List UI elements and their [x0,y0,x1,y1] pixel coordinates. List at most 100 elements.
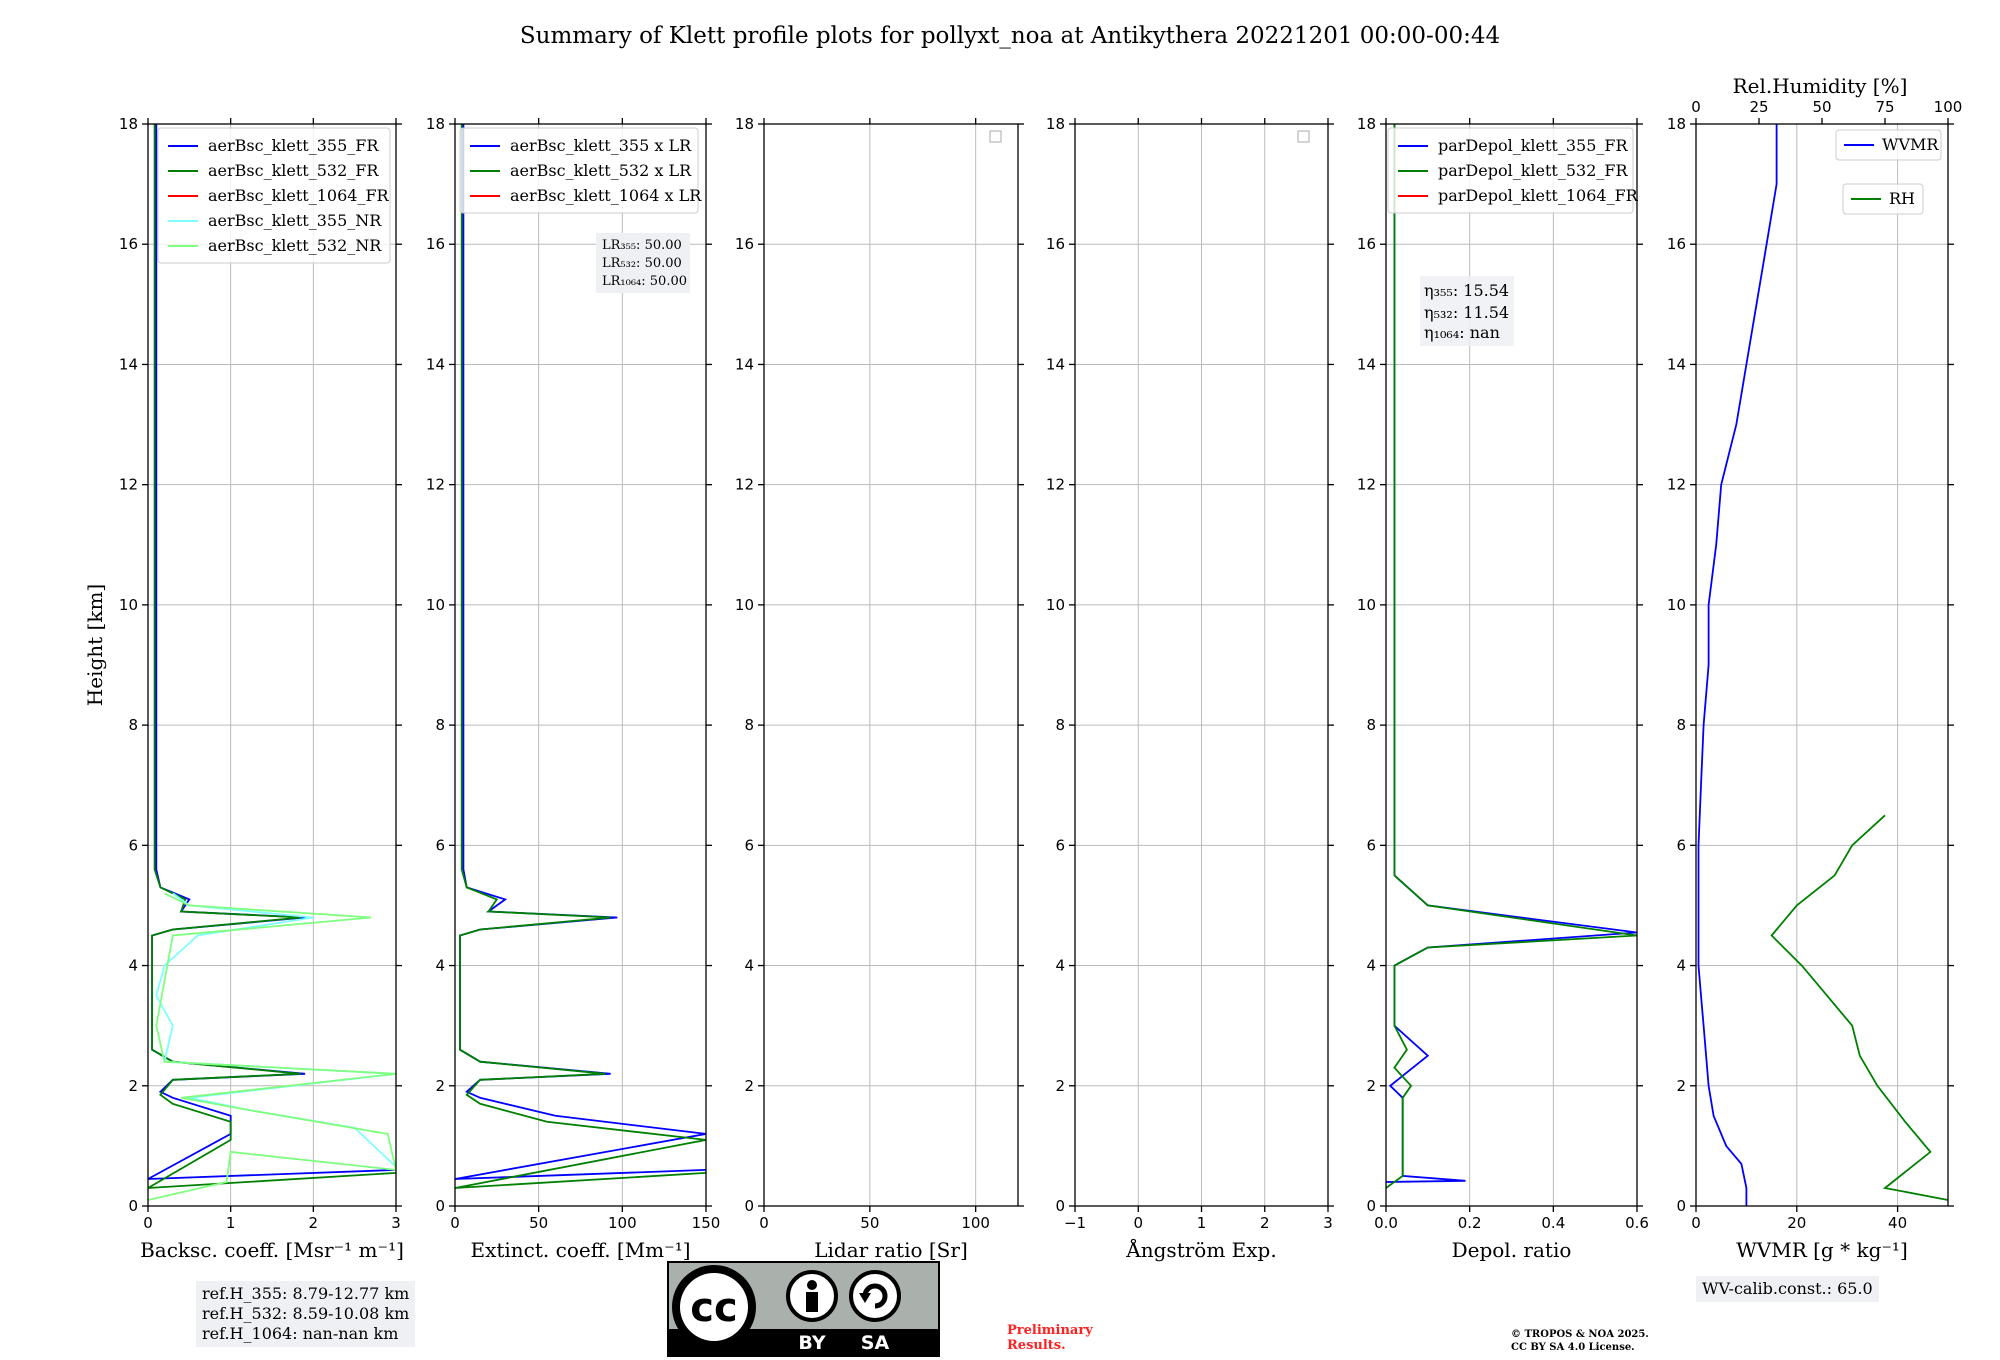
panel-5-ytick-label: 8 [1366,716,1376,734]
panel-5-ytick-label: 18 [1357,115,1376,133]
panel-5-frame [1385,123,1638,1207]
panel-1-ytick-label: 10 [119,596,138,614]
panel-4-xtick-label: 2 [1260,1214,1270,1232]
lr-1064-text: LR₁₀₆₄: 50.00 [602,274,687,289]
panel-1-ytick-label: 4 [128,957,138,975]
chart-title: Summary of Klett profile plots for polly… [520,23,1500,49]
panel-2-ytick-label: 0 [435,1197,445,1215]
panel-2-xtick-label: 0 [450,1214,460,1232]
panel-6-rh-tick-label: 50 [1812,98,1831,116]
copyright-note: © TROPOS & NOA 2025. CC BY SA 4.0 Licens… [1511,1328,1649,1354]
panel-3-xlabel: Lidar ratio [Sr] [814,1238,968,1262]
panel-3-ytick-label: 6 [744,836,754,854]
empty-legend-angstrom [1297,130,1310,143]
panel-5-ytick-label: 12 [1357,476,1376,494]
panel-4-ytick-label: 12 [1046,476,1065,494]
cc-by-sa-badge[interactable]: cc BY SA [667,1261,940,1357]
panel-3-ytick-label: 14 [735,355,754,373]
panel-2-ytick-label: 12 [426,476,445,494]
panel-6-xtick-label: 40 [1888,1214,1907,1232]
panel-2-legend-label: aerBsc_klett_1064 x LR [510,186,702,205]
lr-355-text: LR₃₅₅: 50.00 [602,238,682,253]
panel-6-ytick-label: 10 [1667,596,1686,614]
panel-2-ytick-label: 6 [435,836,445,854]
panel-4-ytick-label: 8 [1055,716,1065,734]
ref-h-532: ref.H_532: 8.59-10.08 km [202,1304,410,1323]
cc-sa-text: SA [861,1332,890,1354]
panel-6-rh-tick-label: 75 [1875,98,1894,116]
eta-box-bg [1420,276,1514,346]
panel-3-ytick-label: 12 [735,476,754,494]
panel-1-xtick-label: 2 [309,1214,319,1232]
reference-height-box: ref.H_355: 8.79-12.77 km ref.H_532: 8.59… [196,1281,416,1347]
series-aerbsc-klett-532-fr [148,124,396,1189]
panel-1-xtick-label: 0 [143,1214,153,1232]
panel-3-ytick-label: 10 [735,596,754,614]
panel-1-ytick-label: 14 [119,355,138,373]
data-lines [148,124,1948,1206]
panel-6-ytick-label: 8 [1676,716,1686,734]
panel-6-rh-tick-label: 100 [1934,98,1963,116]
panel-3-ytick-label: 8 [744,716,754,734]
panel-4-ytick-label: 0 [1055,1197,1065,1215]
panel-2-legend-box [459,127,699,214]
panel-4-ytick-label: 16 [1046,235,1065,253]
panel-5-legend-label: parDepol_klett_1064_FR [1438,186,1639,205]
panel-5-xtick-label: 0.0 [1374,1214,1398,1232]
panel-4-ytick-label: 14 [1046,355,1065,373]
panel-1-ytick-label: 8 [128,716,138,734]
series-aerbsc-klett-355-fr [148,124,396,1180]
panel-3-ytick-label: 16 [735,235,754,253]
panel-6-ytick-label: 16 [1667,235,1686,253]
panel-5-xtick-label: 0.6 [1625,1214,1649,1232]
panel-1-xtick-label: 3 [391,1214,401,1232]
panel-1-ytick-label: 0 [128,1197,138,1215]
panel-2-ytick-label: 10 [426,596,445,614]
panel-2-ytick-label: 8 [435,716,445,734]
series-pardepol-klett-532-fr [1386,124,1637,1189]
panel-2-xtick-label: 50 [529,1214,548,1232]
panel-2-legend-label: aerBsc_klett_355 x LR [510,136,692,155]
panel-1-ytick-label: 12 [119,476,138,494]
panel-4-ytick-label: 2 [1055,1077,1065,1095]
panel-1-ytick-label: 2 [128,1077,138,1095]
panel-3-xtick-label: 100 [961,1214,990,1232]
copyright-line-2: CC BY SA 4.0 License. [1511,1342,1635,1353]
panel-5-legend-label: parDepol_klett_532_FR [1438,161,1629,180]
panel-2-frame [454,123,707,1207]
panel-3-frame [763,123,1019,1207]
panel-5-ytick-label: 2 [1366,1077,1376,1095]
panel-2-ytick-label: 14 [426,355,445,373]
panel-2-ytick-label: 16 [426,235,445,253]
panel-2-xlabel: Extinct. coeff. [Mm⁻¹] [470,1238,690,1262]
panel-5-ytick-label: 4 [1366,957,1376,975]
panel-1-legend-label: aerBsc_klett_1064_FR [208,186,390,205]
sa-share-icon [849,1270,901,1322]
panel-5-legend-box [1387,127,1634,214]
wv-calibration-box: WV-calib.const.: 65.0 [1696,1276,1879,1302]
panel-4-ytick-label: 6 [1055,836,1065,854]
panel-2-xtick-label: 100 [608,1214,637,1232]
panel-1-ytick-label: 18 [119,115,138,133]
panel-6-ytick-label: 14 [1667,355,1686,373]
cc-license-logo: cc BY SA [669,1265,938,1355]
panel-4-xlabel: Ångström Exp. [1125,1237,1276,1262]
panel-6-legend-box [1842,183,1924,215]
panel-1-xlabel: Backsc. coeff. [Msr⁻¹ m⁻¹] [140,1238,404,1262]
panel-1-ytick-label: 16 [119,235,138,253]
panel-1-legend-label: aerBsc_klett_532_FR [208,161,379,180]
panel-4-xtick-label: 3 [1323,1214,1333,1232]
y-axis-label: Height [km] [83,584,107,706]
preliminary-line-1: Preliminary [1007,1323,1093,1338]
panel-6-ytick-label: 12 [1667,476,1686,494]
legends: aerBsc_klett_355_FRaerBsc_klett_532_FRae… [157,127,1942,264]
panel-6-rh-tick-label: 0 [1691,98,1701,116]
panel-6-frame [1695,123,1949,1207]
panel-1-legend-box [157,127,391,264]
panel-2-ytick-label: 4 [435,957,445,975]
wv-calib-text: WV-calib.const.: 65.0 [1702,1279,1873,1298]
panel-1-xtick-label: 1 [226,1214,236,1232]
panel-6-legend-label: WVMR [1882,135,1939,154]
panel-3-ytick-label: 4 [744,957,754,975]
